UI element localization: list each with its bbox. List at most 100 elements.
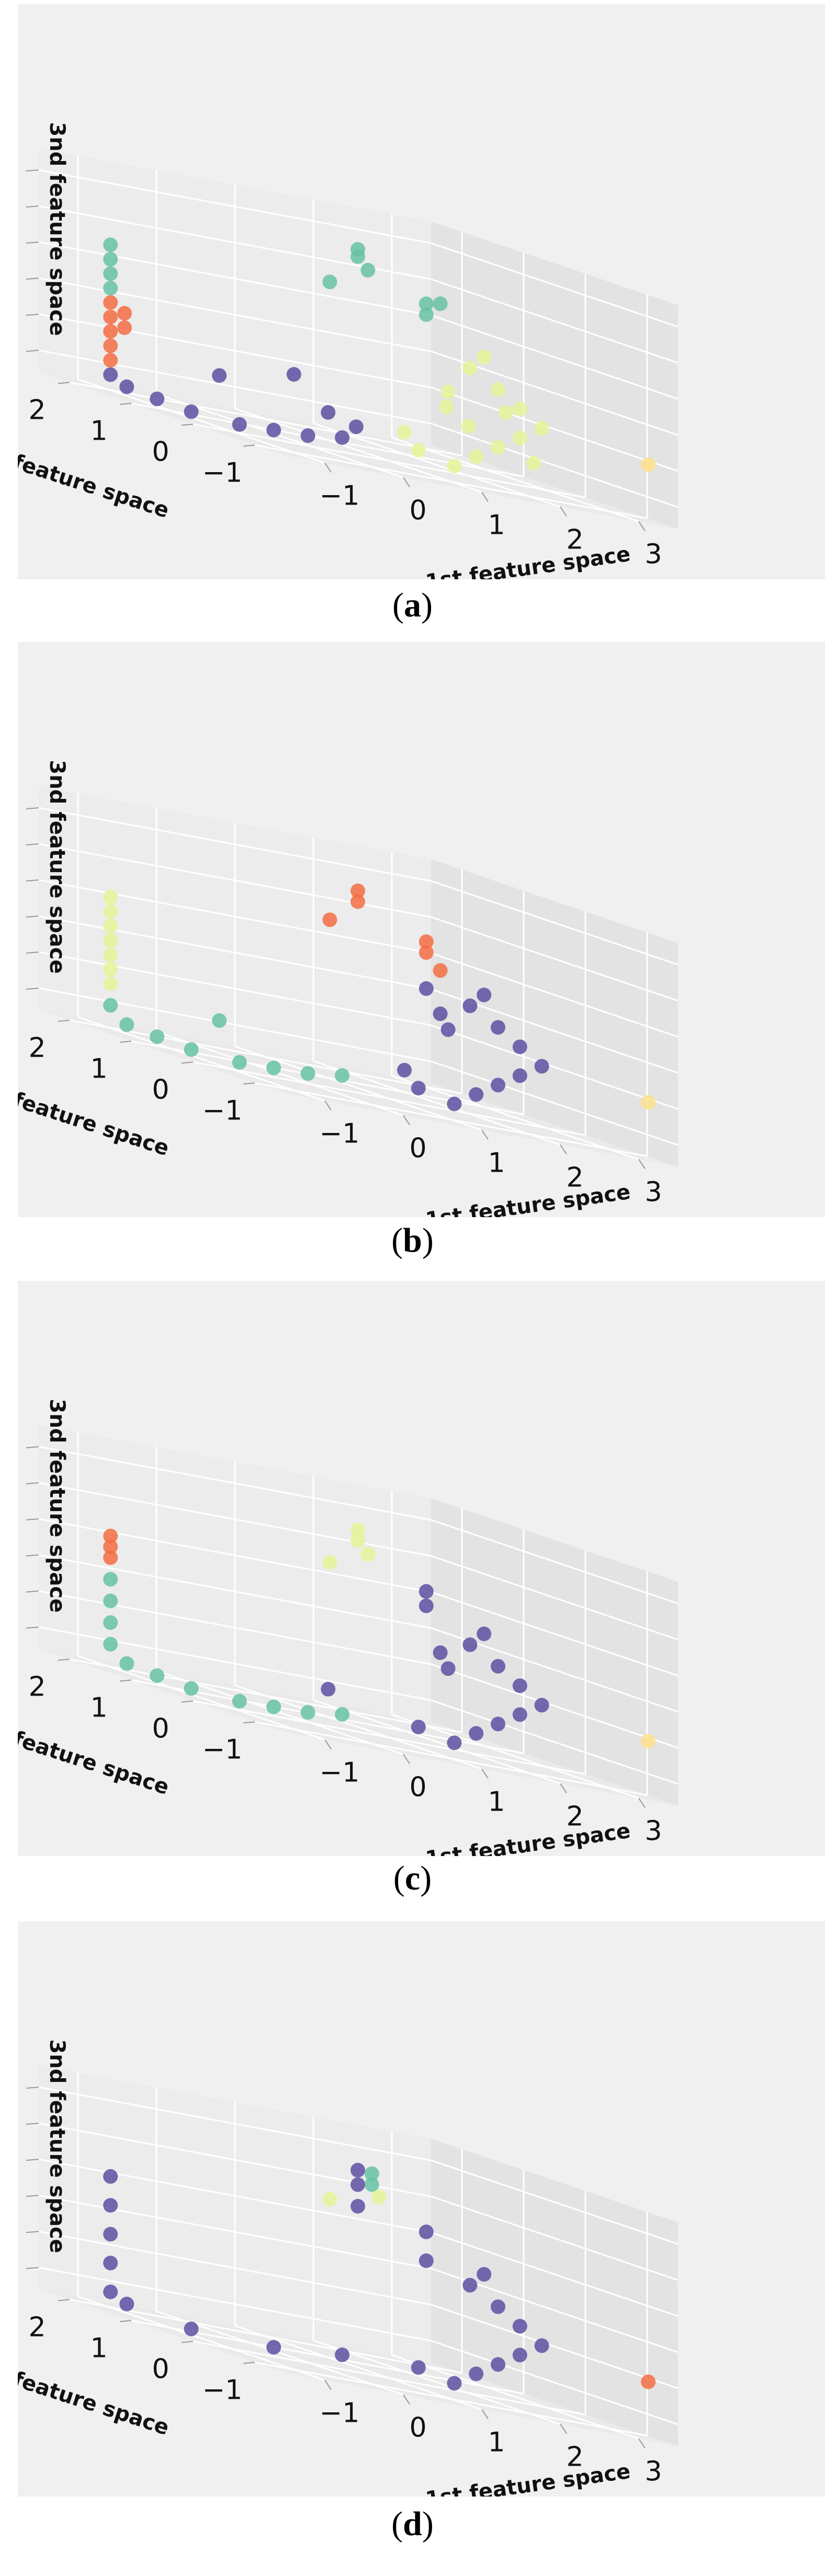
data-point [212, 368, 227, 383]
data-point [184, 404, 199, 419]
x-tick-mark [403, 477, 410, 487]
gridline [431, 386, 679, 472]
x-tick-mark [324, 1739, 332, 1749]
gridline [431, 422, 679, 508]
data-point [419, 1598, 434, 1613]
data-point [447, 2376, 462, 2391]
data-point [103, 2227, 118, 2242]
gridline [313, 1060, 561, 1146]
y-tick-label: 1 [90, 1692, 107, 1723]
y-tick-label: −1 [202, 1095, 243, 1126]
data-point [433, 963, 448, 978]
data-point [103, 251, 118, 267]
gridline [38, 951, 432, 1026]
gridline [391, 2354, 639, 2440]
caption-letter: b [403, 1221, 422, 1260]
data-point [491, 1020, 505, 1035]
z-tick-mark [26, 1627, 39, 1629]
x-tick-mark [403, 1115, 410, 1125]
data-point [491, 1716, 505, 1732]
data-point [477, 2267, 492, 2282]
gridline [431, 2195, 679, 2281]
y-tick-mark [58, 1658, 70, 1661]
x-tick-mark [324, 462, 332, 473]
gridline [313, 2339, 561, 2425]
series-purple [397, 981, 549, 1112]
caption-letter: a [404, 586, 421, 624]
x-tick-label: −1 [320, 2397, 360, 2429]
data-point [534, 1698, 549, 1713]
data-point [641, 457, 656, 472]
data-point [103, 310, 118, 325]
series-teal [103, 1572, 349, 1722]
caption-close: ) [421, 586, 433, 624]
data-point [103, 919, 118, 933]
z-tick-mark [26, 242, 39, 244]
data-point [512, 402, 527, 417]
data-point [447, 1096, 462, 1112]
data-point [499, 405, 513, 420]
x-tick-label: 0 [409, 1771, 426, 1803]
y-tick-mark [58, 2299, 70, 2302]
data-point [103, 266, 118, 281]
data-point [322, 274, 337, 290]
z-axis-label: 3nd feature space [45, 122, 69, 336]
gridline [254, 1082, 648, 1157]
data-point [322, 912, 337, 928]
data-point [512, 2319, 527, 2334]
gridline [69, 1658, 462, 1733]
y-tick-label: −1 [202, 1734, 243, 1765]
gridline [38, 987, 432, 1062]
x-tick-mark [324, 2379, 332, 2390]
z-tick-mark [26, 843, 39, 845]
data-point [103, 1594, 118, 1608]
gridline [38, 169, 432, 244]
data-point [266, 1060, 281, 1075]
x-tick-mark [481, 2409, 489, 2419]
series-yellow [322, 1522, 376, 1570]
gridline [77, 2295, 325, 2381]
data-point [512, 430, 527, 445]
series-purple [103, 2162, 549, 2391]
gridline [38, 241, 432, 316]
y-tick-mark [243, 1082, 255, 1085]
gridline [156, 1669, 404, 1755]
gridline [431, 1591, 679, 1677]
data-point [351, 1533, 365, 1548]
y-tick-mark [181, 423, 194, 426]
series-teal [364, 2166, 379, 2192]
gridline [431, 2231, 679, 2317]
data-point [103, 367, 118, 382]
x-tick-label: 1 [488, 2426, 505, 2458]
data-point [103, 281, 118, 295]
y-tick-mark [119, 1040, 132, 1043]
x-tick-mark [638, 2438, 646, 2448]
gridline [156, 2310, 404, 2396]
gridline [391, 1713, 639, 1799]
gridline [431, 952, 679, 1038]
data-point [364, 2177, 379, 2192]
data-point [103, 904, 118, 919]
data-point [103, 2284, 118, 2299]
data-point [491, 1078, 505, 1093]
series-yellow [397, 350, 549, 474]
data-point [419, 2224, 434, 2239]
data-point [534, 1059, 549, 1074]
x-tick-label: 2 [566, 524, 583, 555]
data-point [360, 262, 376, 278]
data-point [335, 430, 349, 445]
x-tick-mark [560, 1783, 567, 1793]
data-point [351, 883, 365, 898]
y-tick-label: 0 [152, 1074, 169, 1105]
y-tick-mark [119, 403, 132, 405]
series-gold [641, 1095, 656, 1110]
data-point [469, 1726, 484, 1741]
data-point [103, 1572, 118, 1587]
gridline [234, 1045, 482, 1131]
x-tick-label: 0 [409, 2412, 426, 2443]
data-point [119, 1656, 134, 1671]
